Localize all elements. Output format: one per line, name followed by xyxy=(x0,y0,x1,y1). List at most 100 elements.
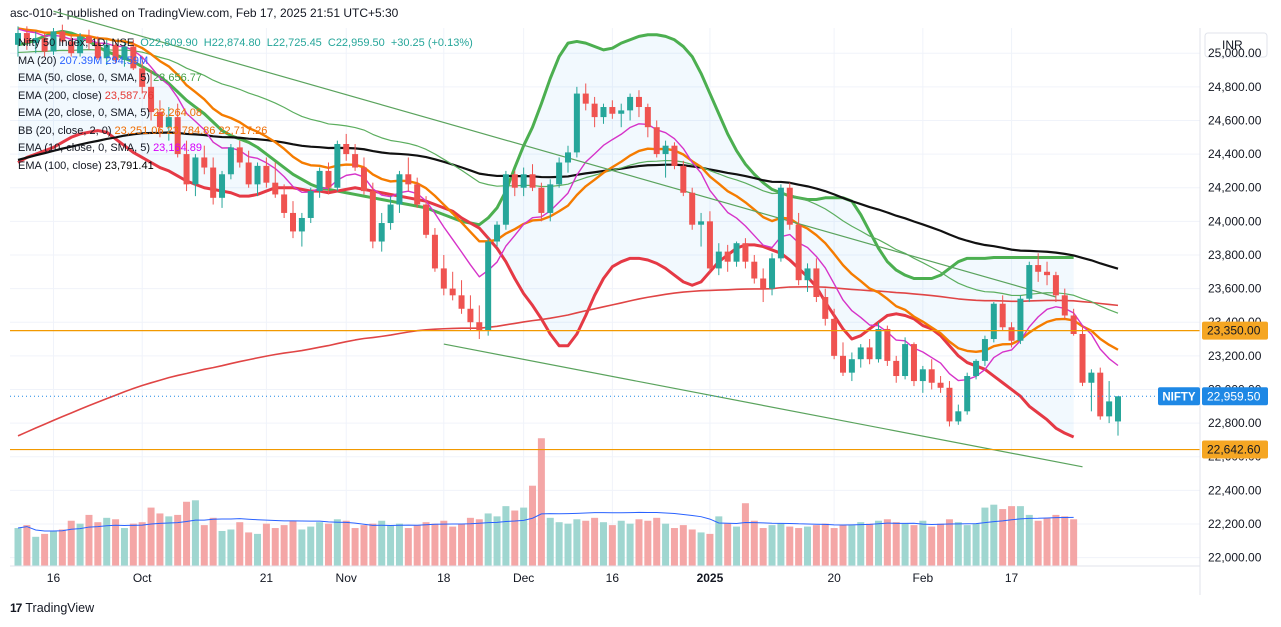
candle-body xyxy=(822,297,829,319)
indicator-value: 22,717.26 xyxy=(218,124,268,137)
volume-bar xyxy=(945,519,953,566)
candle-body xyxy=(414,184,421,205)
candle-body xyxy=(59,31,66,42)
candle-body xyxy=(298,217,305,232)
y-tick-label: 24,400.00 xyxy=(1208,147,1262,161)
candle-body xyxy=(840,355,846,373)
candle-body xyxy=(210,167,217,198)
legend-row[interactable]: EMA (50, close, 0, SMA, 5) 23,656.77 xyxy=(18,70,476,88)
legend-row[interactable]: MA (20) 207.39M 294.59M xyxy=(18,53,476,71)
legend: Nifty 50 Index, 1D, NSE O22,809.90 H22,8… xyxy=(18,35,476,175)
volume-bar xyxy=(14,528,22,566)
volume-bar xyxy=(324,523,332,566)
volume-bar xyxy=(662,523,670,566)
candle-body xyxy=(591,103,598,118)
x-tick-label: 16 xyxy=(47,571,61,585)
candle-body xyxy=(1097,372,1104,417)
legend-row[interactable]: EMA (200, close) 23,587.76 xyxy=(18,88,476,106)
volume-bar xyxy=(777,523,785,566)
candle-body xyxy=(857,347,864,360)
candle-body xyxy=(1061,295,1068,316)
volume-bar xyxy=(387,525,395,566)
candle-body xyxy=(68,41,75,54)
open-value: O22,809.90 xyxy=(140,37,198,49)
candle-body xyxy=(183,154,190,185)
volume-bar xyxy=(928,526,936,566)
volume-bar xyxy=(1070,519,1078,566)
volume-bar xyxy=(49,530,57,566)
candle-body xyxy=(458,295,465,309)
x-tick-label: 21 xyxy=(260,571,274,585)
candle-body xyxy=(325,170,332,188)
horizontal-lines xyxy=(10,330,1200,451)
legend-row[interactable]: EMA (10, close, 0, SMA, 5) 23,164.89 xyxy=(18,140,476,158)
volume-bar xyxy=(280,525,288,566)
candle-body xyxy=(529,174,536,188)
volume-bar xyxy=(369,523,377,566)
candle-body xyxy=(1052,275,1059,296)
candle-body xyxy=(227,147,234,175)
volume-bar xyxy=(795,528,803,566)
ema-10-line xyxy=(17,28,1119,382)
candle-body xyxy=(1008,327,1015,341)
tradingview-brand[interactable]: 17 TradingView xyxy=(10,601,94,615)
legend-row[interactable]: BB (20, close, 2, 0) 23,251.06 23,784.86 22… xyxy=(18,123,476,141)
volume-bar xyxy=(41,533,49,566)
indicator-value: 23,587.76 xyxy=(104,89,154,102)
candle-body xyxy=(724,251,731,262)
indicator-lines xyxy=(17,27,1119,437)
volume-bar xyxy=(653,517,661,566)
candle-body xyxy=(804,268,811,281)
price-tag-value: 22,959.50 xyxy=(1207,389,1261,403)
candle-body xyxy=(502,174,509,225)
indicator-value: 23,164.89 xyxy=(153,142,202,154)
volume-bar xyxy=(1025,514,1033,566)
volume-bar xyxy=(706,533,714,566)
volume-bar xyxy=(316,522,324,566)
candle-body xyxy=(618,110,625,114)
candle-body xyxy=(121,46,128,60)
candle-body xyxy=(281,194,288,213)
volume-bar xyxy=(981,507,989,566)
candle-body xyxy=(263,165,270,183)
candle-body xyxy=(910,344,917,382)
candle-body xyxy=(653,127,660,155)
volume-bar xyxy=(626,523,634,566)
volume-bar xyxy=(883,519,891,566)
candle-body xyxy=(520,174,527,188)
candle-body xyxy=(32,38,39,44)
candle-body xyxy=(671,145,678,166)
indicator-value: 23,264.08 xyxy=(153,107,202,119)
volume-bar xyxy=(191,500,199,566)
symbol-name[interactable]: Nifty 50 Index, 1D, NSE xyxy=(18,37,135,49)
volume-bar xyxy=(422,522,430,566)
volume-bar xyxy=(937,523,945,566)
tradingview-logo-icon: 17 xyxy=(10,601,22,615)
volume-bar xyxy=(848,525,856,566)
volume-bar xyxy=(1016,506,1024,566)
legend-row[interactable]: EMA (100, close) 23,791.41 xyxy=(18,158,476,176)
brand-name: TradingView xyxy=(25,601,95,615)
y-tick-label: 24,600.00 xyxy=(1208,113,1262,127)
ema-20-line xyxy=(17,27,1119,354)
volume-bar xyxy=(85,514,93,566)
volume-bar xyxy=(537,438,545,566)
volume-bar xyxy=(218,530,226,566)
candle-body xyxy=(990,303,997,340)
volume-bar xyxy=(449,526,457,566)
candle-body xyxy=(795,224,802,281)
candle-body xyxy=(866,347,873,360)
candle-body xyxy=(1115,396,1121,422)
candle-body xyxy=(343,144,350,155)
candle-body xyxy=(50,31,57,52)
volume-bar xyxy=(733,526,741,566)
volume-bar xyxy=(307,526,315,566)
trendline xyxy=(53,10,1057,298)
volume-bar xyxy=(954,522,962,566)
volume-bar xyxy=(599,522,607,566)
indicator-value: 294.59M xyxy=(105,54,149,67)
candle-body xyxy=(884,328,891,361)
candle-body xyxy=(236,147,243,163)
legend-row[interactable]: EMA (20, close, 0, SMA, 5) 23,264.08 xyxy=(18,105,476,123)
